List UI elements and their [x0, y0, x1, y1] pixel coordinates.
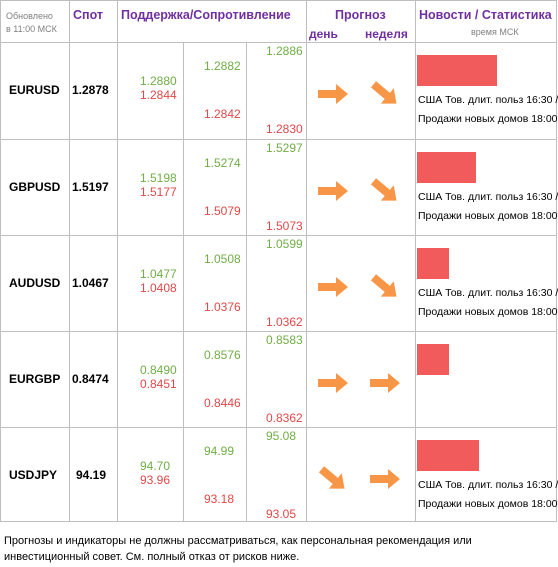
- header-time-msk: время МСК: [471, 27, 519, 37]
- news-line-2: Продажи новых домов 18:00: [418, 210, 558, 222]
- support-level-1: 1.5198: [140, 171, 177, 185]
- support-level-1: 0.8490: [140, 363, 177, 377]
- week-forecast-arrow-icon: [368, 466, 402, 497]
- support-level-3: 95.08: [266, 429, 297, 443]
- importance-bar: [417, 440, 479, 471]
- week-forecast-arrow-icon: [368, 178, 402, 209]
- news-line-1: США Тов. длит. польз 16:30 /: [418, 479, 558, 491]
- importance-bar: [417, 152, 476, 183]
- day-forecast-arrow-icon: [316, 466, 350, 497]
- resistance-level-2: 1.2842: [204, 107, 241, 121]
- resistance-level-1: 1.2844: [140, 88, 177, 102]
- news-line-1: США Тов. длит. польз 16:30 /: [418, 191, 558, 203]
- pair-name: USDJPY: [9, 468, 58, 482]
- support-level-1: 1.0477: [140, 267, 177, 281]
- divider: [117, 1, 118, 521]
- support-level-1: 1.2880: [140, 74, 177, 88]
- resistance-level-2: 93.18: [204, 492, 235, 506]
- resistance-level-2: 1.5079: [204, 204, 241, 218]
- updated-label: Обновлено в 11:00 МСК: [6, 10, 57, 36]
- spot-price: 1.0467: [72, 276, 109, 290]
- resistance-level-1: 0.8451: [140, 377, 177, 391]
- divider: [306, 1, 307, 521]
- support-level-2: 94.99: [204, 444, 235, 458]
- resistance-level-3: 1.0362: [266, 315, 303, 329]
- resistance-level-1: 1.0408: [140, 281, 177, 295]
- news-line-2: Продажи новых домов 18:00: [418, 113, 558, 125]
- week-forecast-arrow-icon: [368, 81, 402, 112]
- news-line-1: США Тов. длит. польз 16:30 /: [418, 94, 558, 106]
- day-forecast-arrow-icon: [316, 274, 350, 305]
- updated-label-line1: Обновлено: [6, 11, 53, 21]
- pair-name: AUDUSD: [9, 276, 61, 290]
- divider: [1, 139, 556, 140]
- support-level-1: 94.70: [140, 459, 171, 473]
- header-week: неделя: [365, 27, 408, 41]
- divider: [1, 42, 556, 43]
- week-forecast-arrow-icon: [368, 370, 402, 401]
- pair-name: EURUSD: [9, 83, 60, 97]
- divider: [1, 331, 556, 332]
- day-forecast-arrow-icon: [316, 178, 350, 209]
- resistance-level-1: 93.96: [140, 473, 171, 487]
- importance-bar: [417, 55, 497, 86]
- spot-price: 0.8474: [72, 372, 109, 386]
- header-forecast: Прогноз: [335, 8, 386, 22]
- divider: [415, 1, 416, 521]
- divider: [183, 42, 184, 521]
- pair-name: GBPUSD: [9, 180, 61, 194]
- news-line-2: Продажи новых домов 18:00: [418, 498, 558, 510]
- day-forecast-arrow-icon: [316, 370, 350, 401]
- divider: [246, 42, 247, 521]
- news-line-1: США Тов. длит. польз 16:30 /: [418, 287, 558, 299]
- header-day: день: [309, 27, 338, 41]
- support-level-2: 1.2882: [204, 59, 241, 73]
- day-forecast-arrow-icon: [316, 81, 350, 112]
- resistance-level-3: 1.2830: [266, 122, 303, 136]
- news-line-2: Продажи новых домов 18:00: [418, 306, 558, 318]
- support-level-2: 0.8576: [204, 348, 241, 362]
- header-news: Новости / Статистика: [419, 8, 552, 22]
- disclaimer-line2: инвестиционный совет. См. полный отказ о…: [4, 551, 300, 563]
- resistance-level-2: 1.0376: [204, 300, 241, 314]
- resistance-level-1: 1.5177: [140, 185, 177, 199]
- resistance-level-2: 0.8446: [204, 396, 241, 410]
- divider: [1, 427, 556, 428]
- support-level-3: 1.5297: [266, 141, 303, 155]
- resistance-level-3: 93.05: [266, 507, 297, 521]
- header-support-resistance: Поддержка/Сопротивление: [121, 8, 291, 22]
- disclaimer-line1: Прогнозы и индикаторы не должны рассматр…: [4, 535, 472, 547]
- support-level-3: 0.8583: [266, 333, 303, 347]
- resistance-level-3: 1.5073: [266, 219, 303, 233]
- spot-price: 1.2878: [72, 83, 109, 97]
- spot-price: 94.19: [76, 468, 107, 482]
- support-level-3: 1.0599: [266, 237, 303, 251]
- divider: [69, 1, 70, 521]
- spot-price: 1.5197: [72, 180, 109, 194]
- support-level-2: 1.0508: [204, 252, 241, 266]
- support-level-2: 1.5274: [204, 156, 241, 170]
- divider: [1, 235, 556, 236]
- updated-label-line2: в 11:00 МСК: [6, 24, 57, 34]
- pair-name: EURGBP: [9, 372, 61, 386]
- support-level-3: 1.2886: [266, 44, 303, 58]
- week-forecast-arrow-icon: [368, 274, 402, 305]
- forex-table: [0, 0, 557, 522]
- header-spot: Спот: [73, 8, 104, 22]
- importance-bar: [417, 248, 449, 279]
- resistance-level-3: 0.8362: [266, 411, 303, 425]
- disclaimer: Прогнозы и индикаторы не должны рассматр…: [4, 533, 549, 565]
- importance-bar: [417, 344, 449, 375]
